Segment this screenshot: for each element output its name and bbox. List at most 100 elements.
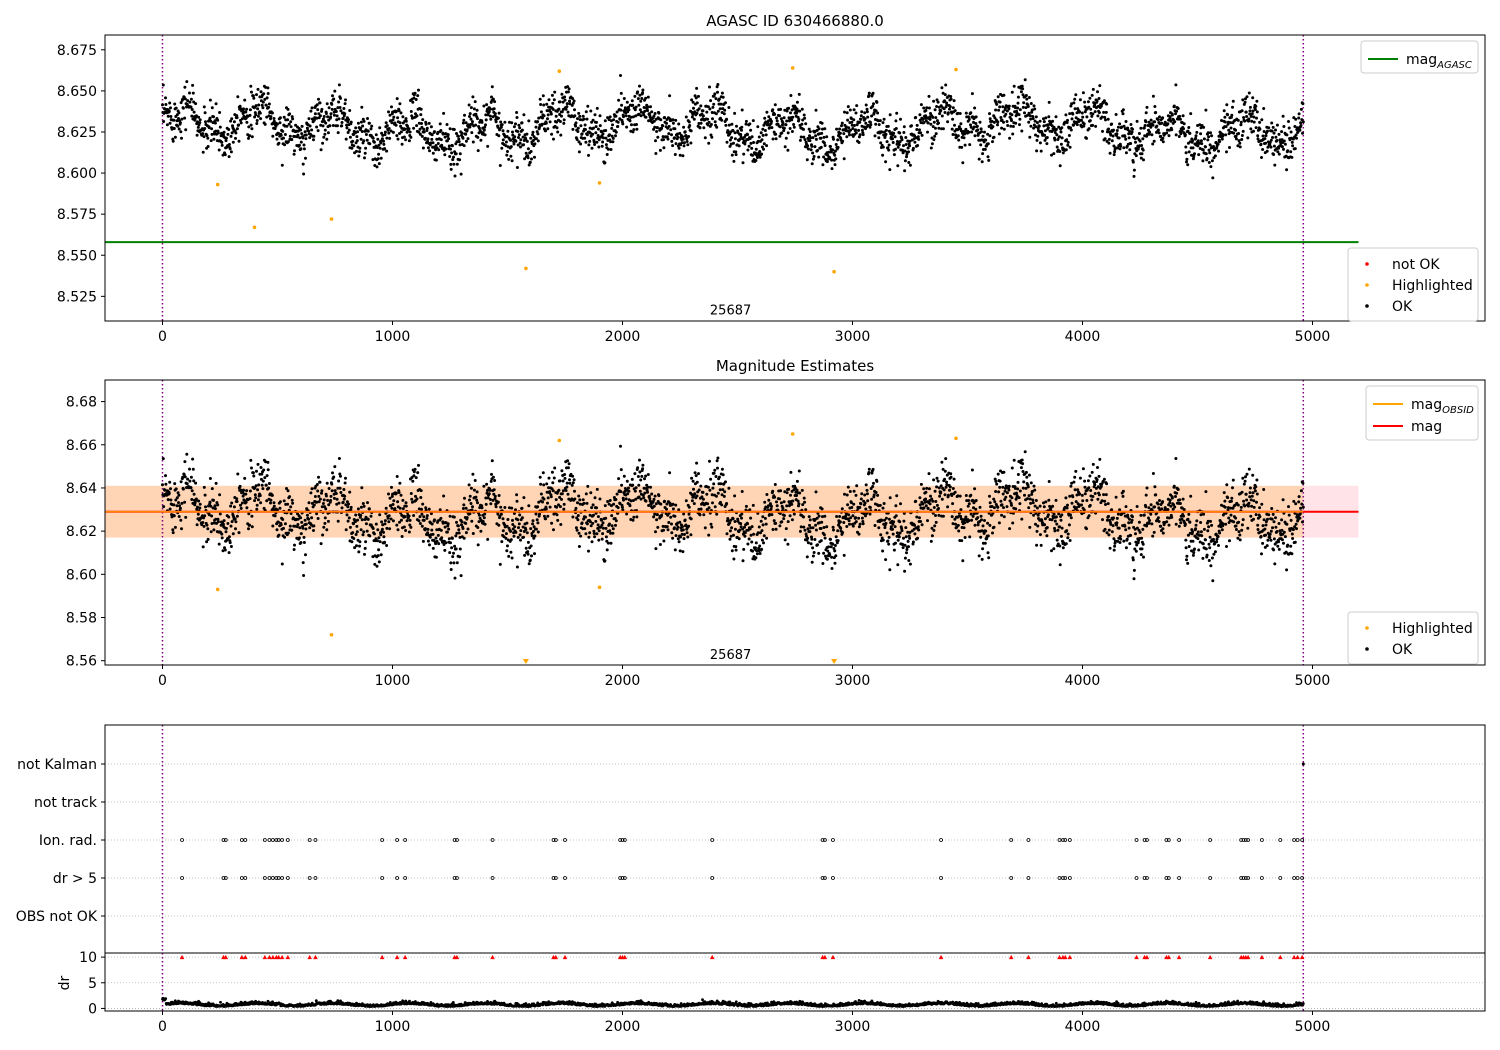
ok-point: [396, 116, 400, 120]
ok-point: [479, 529, 483, 533]
ok-point: [720, 91, 724, 95]
ok-point: [763, 129, 767, 132]
legend-label: OK: [1392, 299, 1413, 315]
ok-point: [483, 512, 487, 516]
ok-point: [644, 96, 648, 100]
ok-point: [1225, 103, 1229, 107]
ok-point: [812, 551, 816, 554]
ok-point: [536, 505, 540, 509]
ok-point: [522, 113, 526, 117]
ok-point: [1087, 105, 1091, 109]
ok-point: [185, 452, 189, 456]
ok-point: [949, 95, 953, 98]
ok-point: [894, 541, 897, 545]
ok-point: [571, 515, 575, 519]
ok-point: [320, 107, 324, 111]
ok-point: [188, 479, 192, 483]
ok-point: [536, 132, 540, 136]
ok-point: [608, 522, 611, 526]
ok-point: [227, 143, 231, 146]
ok-point: [323, 132, 327, 136]
ok-point: [227, 535, 231, 539]
ok-point: [730, 122, 734, 126]
ok-point: [258, 494, 262, 497]
ok-point: [620, 103, 624, 107]
ok-point: [550, 93, 554, 97]
ok-point: [887, 517, 891, 521]
ok-point: [808, 139, 812, 143]
ok-point: [652, 497, 656, 501]
ok-point: [474, 112, 478, 116]
ok-point: [385, 136, 389, 140]
ok-point: [256, 498, 260, 502]
ok-point: [514, 530, 518, 534]
ok-point: [874, 491, 878, 494]
ok-point: [1066, 118, 1069, 122]
ok-point: [755, 156, 759, 159]
ok-point: [1261, 148, 1265, 151]
ok-point: [500, 146, 504, 150]
ok-point: [732, 533, 735, 537]
ok-point: [168, 101, 172, 105]
ok-point: [239, 121, 243, 125]
ok-point: [614, 114, 618, 118]
ok-point: [578, 118, 582, 122]
ok-point: [895, 494, 899, 498]
ok-point: [1275, 139, 1279, 142]
ok-point: [957, 138, 961, 142]
ok-point: [609, 541, 613, 545]
ok-point: [732, 557, 736, 561]
ok-point: [586, 484, 590, 488]
ok-point: [288, 112, 292, 116]
ok-point: [1182, 122, 1186, 126]
ok-point: [607, 118, 611, 122]
ok-point: [976, 128, 980, 132]
ok-point: [173, 135, 177, 139]
ok-point: [320, 491, 323, 495]
ok-point: [183, 500, 187, 504]
ok-point: [382, 142, 386, 146]
ok-point: [410, 497, 414, 501]
ok-point: [240, 117, 244, 121]
ok-point: [1289, 130, 1293, 134]
ok-point: [245, 506, 249, 510]
ok-point: [431, 151, 435, 155]
ok-point: [253, 499, 257, 503]
ok-point: [483, 125, 487, 129]
ok-point: [529, 527, 533, 531]
ok-point: [282, 136, 285, 140]
ok-point: [751, 119, 755, 123]
ok-point: [259, 90, 263, 94]
ok-point: [1255, 99, 1259, 103]
ok-point: [548, 120, 552, 124]
ok-point: [857, 516, 861, 520]
ok-point: [1254, 126, 1258, 130]
ok-point: [304, 137, 308, 141]
ok-point: [464, 506, 468, 510]
ok-point: [787, 487, 791, 491]
ok-point: [988, 134, 992, 138]
ok-point: [503, 120, 507, 124]
ok-point: [1272, 153, 1276, 156]
ok-point: [561, 479, 565, 483]
ok-point: [682, 141, 686, 145]
ok-point: [501, 517, 505, 521]
ok-point: [849, 117, 853, 120]
ok-point: [449, 561, 453, 565]
ok-point: [245, 489, 249, 493]
ok-point: [665, 507, 668, 511]
ok-point: [829, 545, 833, 549]
ok-point: [426, 146, 430, 150]
ok-point: [1068, 145, 1072, 149]
ok-point: [685, 531, 689, 535]
ok-point: [392, 499, 396, 503]
ok-point: [964, 111, 968, 115]
ok-point: [924, 119, 928, 123]
ok-point: [394, 123, 398, 127]
ok-point: [669, 128, 673, 132]
ok-point: [420, 134, 424, 138]
ok-point: [164, 482, 168, 486]
ok-point: [321, 117, 325, 121]
ok-point: [728, 521, 732, 525]
ok-point: [863, 111, 867, 115]
